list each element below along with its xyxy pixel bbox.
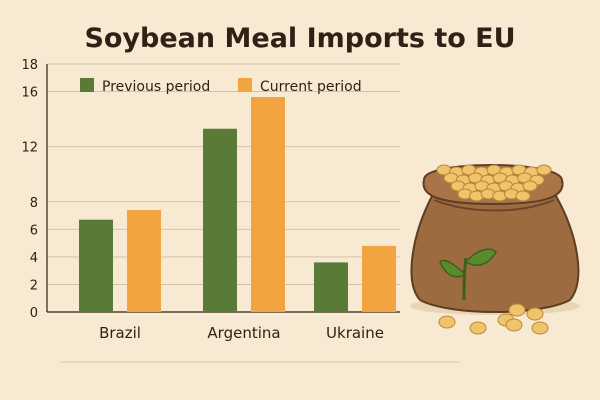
legend: Previous period Current period bbox=[80, 78, 362, 95]
y-tick-label: 4 bbox=[30, 251, 38, 266]
bar-brazil-current bbox=[127, 210, 161, 312]
y-tick-label: 6 bbox=[30, 223, 38, 238]
soybean bbox=[526, 307, 544, 321]
legend-label-previous: Previous period bbox=[102, 79, 210, 95]
bars bbox=[79, 97, 396, 312]
bar-ukraine-previous bbox=[314, 262, 348, 312]
legend-label-current: Current period bbox=[260, 79, 362, 95]
category-labels: Brazil Argentina Ukraine bbox=[99, 324, 384, 342]
y-tick-label: 18 bbox=[21, 58, 38, 73]
bar-argentina-previous bbox=[203, 128, 237, 312]
y-tick-label: 8 bbox=[30, 196, 38, 211]
y-tick-label: 12 bbox=[21, 141, 38, 156]
y-tick-label: 16 bbox=[21, 86, 38, 101]
soybean bbox=[505, 318, 523, 332]
y-tick-labels: 0 2 4 6 8 12 16 18 bbox=[21, 58, 38, 321]
y-tick-label: 2 bbox=[30, 278, 38, 293]
soybean bbox=[469, 321, 487, 335]
legend-swatch-previous bbox=[80, 78, 94, 92]
soybean-pile-icon bbox=[436, 164, 552, 202]
spilled-soybeans-icon bbox=[438, 303, 549, 335]
category-label-brazil: Brazil bbox=[99, 324, 141, 342]
bar-brazil-previous bbox=[79, 219, 113, 312]
soybean bbox=[536, 164, 552, 176]
soybean bbox=[531, 321, 549, 335]
soybean bbox=[515, 190, 531, 202]
soybean-sack-icon bbox=[410, 164, 580, 335]
category-label-argentina: Argentina bbox=[207, 324, 280, 342]
legend-swatch-current bbox=[238, 78, 252, 92]
seedling-icon bbox=[439, 248, 497, 301]
soybean bbox=[522, 180, 538, 192]
y-tick-label: 0 bbox=[30, 306, 38, 321]
bar-argentina-current bbox=[251, 97, 285, 312]
bar-ukraine-current bbox=[362, 245, 396, 312]
chart-title: Soybean Meal Imports to EU bbox=[84, 23, 515, 54]
soybean bbox=[508, 303, 526, 317]
category-label-ukraine: Ukraine bbox=[326, 324, 384, 342]
soybean bbox=[438, 315, 456, 329]
